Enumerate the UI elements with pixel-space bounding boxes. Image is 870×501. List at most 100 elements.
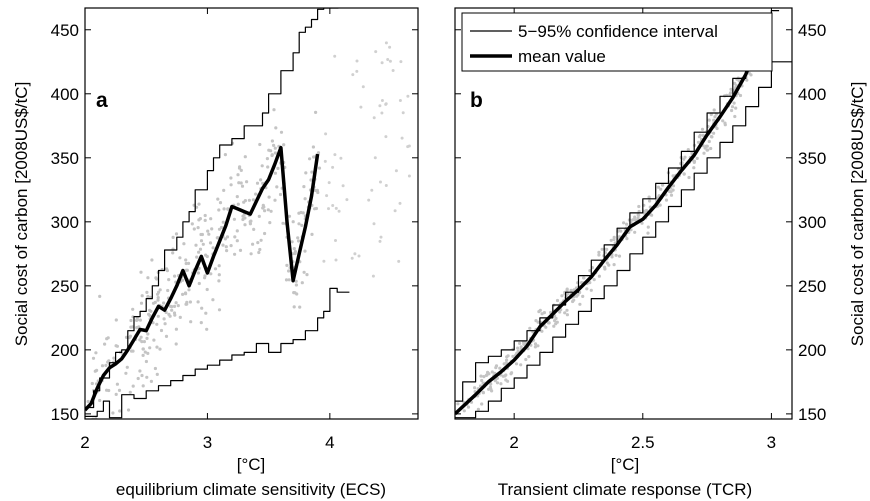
sample-point xyxy=(712,131,716,135)
sample-point xyxy=(617,254,622,258)
sample-point xyxy=(378,104,382,108)
sample-point xyxy=(682,172,686,176)
sample-point xyxy=(211,246,215,250)
sample-point xyxy=(209,272,213,276)
sample-point xyxy=(259,178,263,182)
sample-point xyxy=(163,322,167,326)
sample-point xyxy=(490,389,494,393)
sample-point xyxy=(745,78,749,82)
sample-point xyxy=(189,320,193,324)
sample-point xyxy=(194,243,198,247)
sample-point xyxy=(565,308,569,312)
sample-point xyxy=(254,192,258,196)
sample-point xyxy=(603,265,607,269)
x-tick-label: 3 xyxy=(767,433,776,452)
sample-point xyxy=(519,363,523,367)
sample-point xyxy=(728,93,732,97)
sample-point xyxy=(171,235,175,239)
panel-label-a: a xyxy=(96,89,108,112)
sample-point xyxy=(156,296,160,300)
sample-point xyxy=(195,255,199,259)
sample-point xyxy=(217,279,221,283)
sample-point xyxy=(240,184,245,188)
sample-point xyxy=(607,263,611,267)
x-tick-label: 2.5 xyxy=(631,433,655,452)
sample-point xyxy=(614,253,618,257)
sample-point xyxy=(146,332,150,336)
sample-point xyxy=(456,402,460,406)
sample-point xyxy=(554,316,558,320)
sample-point xyxy=(612,263,616,267)
sample-point xyxy=(493,379,497,383)
y-tick-label: 250 xyxy=(51,277,79,296)
sample-point xyxy=(658,203,662,207)
sample-point xyxy=(310,232,314,236)
sample-point xyxy=(146,351,150,355)
sample-point xyxy=(333,153,337,157)
sample-point xyxy=(285,263,289,267)
sample-point xyxy=(380,61,384,65)
sample-point xyxy=(597,250,601,254)
sample-point xyxy=(516,346,520,350)
sample-point xyxy=(129,318,133,323)
panel-b: 150 200 250 300 350 400 450 2 2.5 3 b [°C] Transi… xyxy=(454,7,867,499)
sample-point xyxy=(709,112,713,117)
sample-point xyxy=(205,327,209,331)
sample-point xyxy=(398,99,402,102)
sample-point xyxy=(355,69,359,73)
x-tick-label: 3 xyxy=(203,433,212,452)
sample-point xyxy=(107,359,111,363)
sample-point xyxy=(605,247,609,251)
sample-point xyxy=(192,227,196,231)
sample-point xyxy=(331,165,335,169)
sample-point xyxy=(298,305,302,309)
sample-point xyxy=(367,198,371,202)
sample-point xyxy=(174,327,178,331)
sample-point xyxy=(263,209,267,213)
sample-point xyxy=(302,270,306,274)
sample-point xyxy=(345,198,349,202)
sample-point xyxy=(499,382,503,386)
sample-point xyxy=(314,110,318,114)
sample-point xyxy=(207,232,211,236)
y-axis-label-b: Social cost of carbon [2008US$/tC] xyxy=(848,82,867,347)
sample-point xyxy=(226,207,230,211)
sample-point xyxy=(91,356,96,360)
sample-point xyxy=(135,318,139,322)
sample-point xyxy=(581,294,585,298)
sample-point xyxy=(176,304,180,308)
sample-point xyxy=(558,310,562,314)
sample-point xyxy=(188,300,192,304)
sample-point xyxy=(637,204,641,209)
sample-point xyxy=(197,250,201,254)
sample-point xyxy=(158,347,162,351)
sample-point xyxy=(309,178,313,182)
sample-point xyxy=(178,315,182,319)
sample-point xyxy=(185,302,189,306)
sample-point xyxy=(203,213,207,218)
sample-point xyxy=(148,346,152,350)
sample-point xyxy=(710,135,714,139)
y-tick-label: 300 xyxy=(51,213,79,232)
sample-point xyxy=(355,59,359,63)
sample-point xyxy=(592,278,596,282)
sample-point xyxy=(379,180,382,184)
sample-point xyxy=(692,166,696,170)
sample-point xyxy=(223,153,227,157)
sample-point xyxy=(91,446,94,449)
sample-point xyxy=(498,366,502,370)
legend-label-confidence: 5−95% confidence interval xyxy=(518,22,718,41)
scatter-layer-b xyxy=(455,48,762,415)
sample-point xyxy=(257,214,261,218)
sample-point xyxy=(156,298,160,302)
sample-point xyxy=(287,269,291,273)
sample-point xyxy=(648,199,652,203)
sample-point xyxy=(732,101,736,105)
sample-point xyxy=(173,274,177,278)
sample-point xyxy=(407,174,411,178)
sample-point xyxy=(171,251,175,255)
sample-point xyxy=(243,155,247,159)
sample-point xyxy=(90,428,93,431)
sample-point xyxy=(287,214,292,218)
sample-point xyxy=(597,274,602,278)
